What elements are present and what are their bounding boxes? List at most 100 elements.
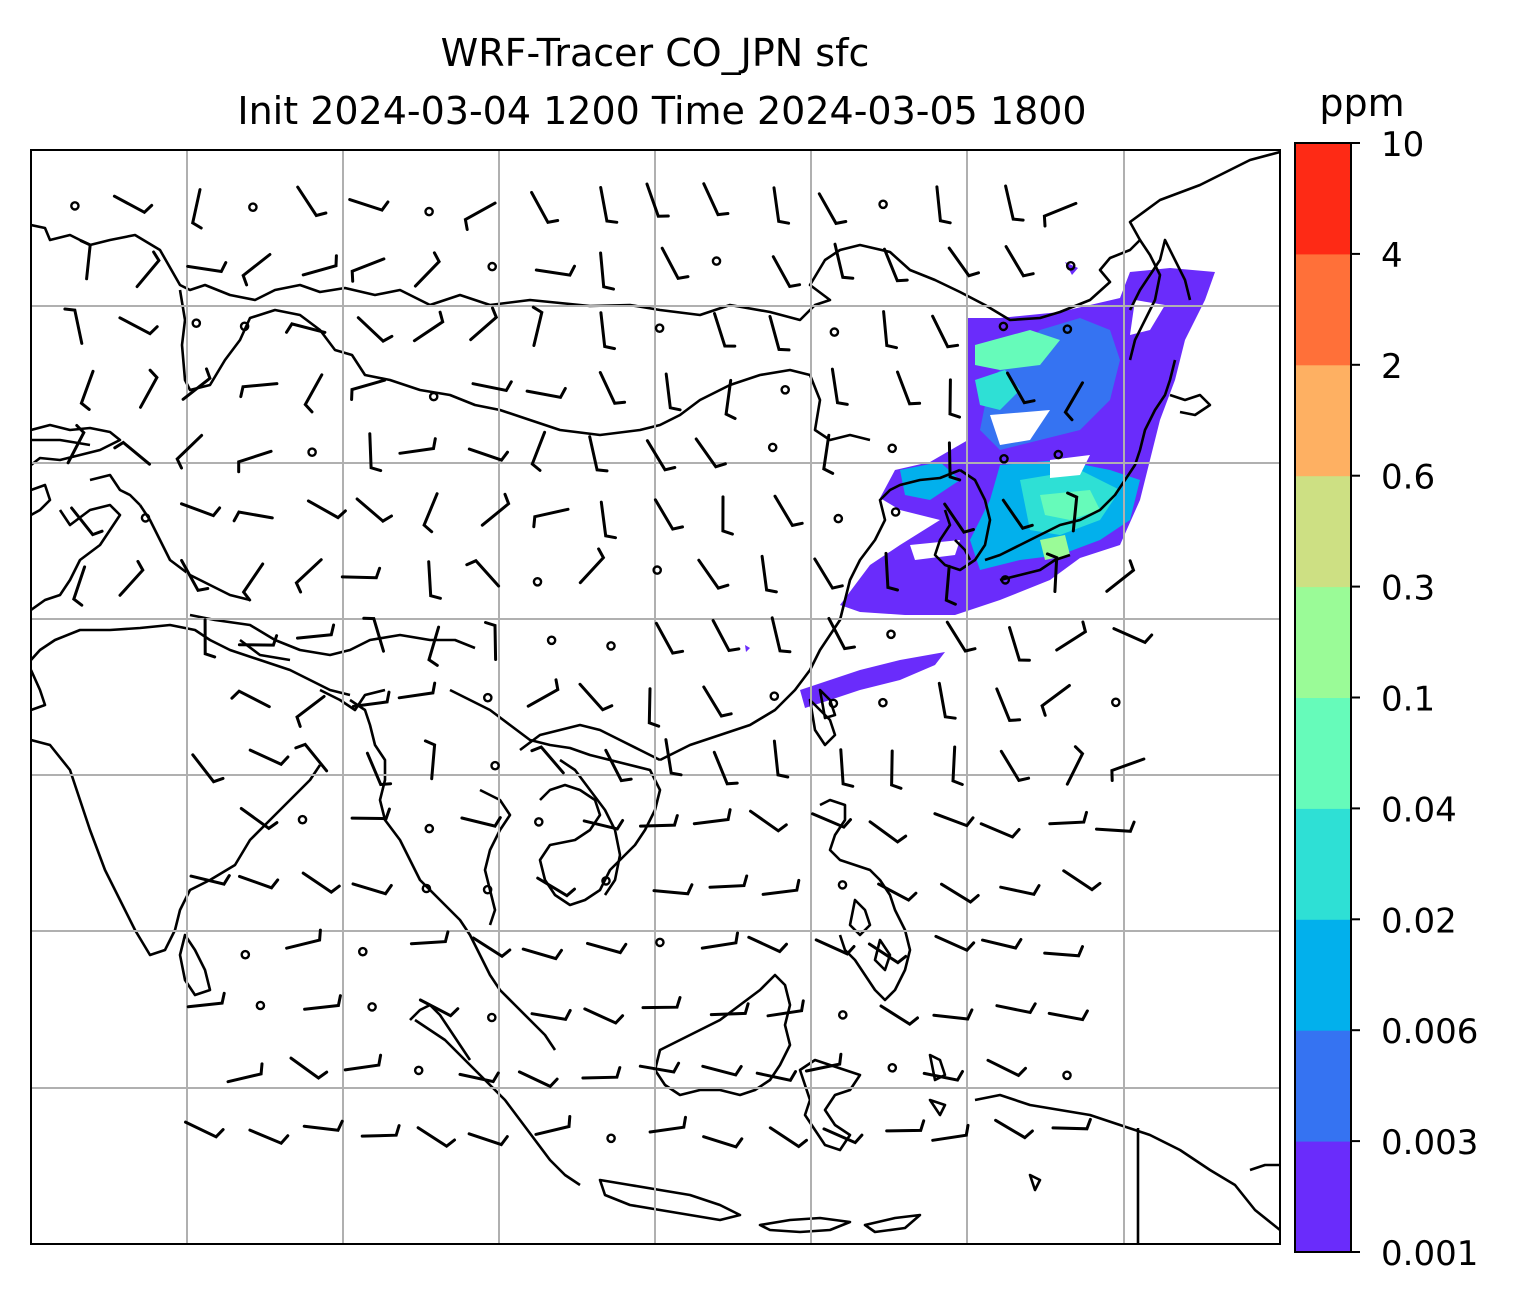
wind-barb (237, 449, 273, 474)
wind-barb (465, 558, 501, 588)
calm-wind-circle (769, 691, 780, 702)
wind-barb (463, 201, 497, 231)
wind-barb (135, 250, 161, 289)
calm-wind-circle (534, 817, 544, 827)
wind-barb (230, 689, 271, 709)
wind-barb (531, 305, 544, 347)
calm-wind-circle (428, 391, 439, 402)
wind-barb (471, 380, 513, 393)
wind-barb (1043, 945, 1084, 958)
calm-wind-circle (424, 823, 435, 834)
wind-barb (931, 1123, 970, 1142)
colorbar-band-5 (1295, 586, 1351, 698)
wind-barb (530, 745, 565, 775)
calm-wind-circle (532, 577, 543, 587)
calm-wind-circle (1062, 1070, 1072, 1081)
wind-barb (945, 620, 977, 653)
wind-barb (604, 748, 633, 783)
wind-barb (995, 1002, 1037, 1015)
wind-barb (1040, 684, 1071, 717)
wind-barb (994, 1118, 1034, 1140)
colorbar-tick-label: 2 (1381, 347, 1403, 387)
wind-barb (112, 194, 154, 215)
calm-wind-circle (1062, 324, 1073, 335)
wind-barb (702, 685, 733, 718)
wind-barb (368, 432, 383, 473)
map-frame (30, 149, 1281, 1245)
wind-barb (771, 255, 802, 289)
wind-barb (712, 750, 739, 786)
wind-barb (458, 1071, 500, 1084)
wind-barb (351, 690, 391, 708)
calm-wind-circle (999, 453, 1009, 464)
colorbar-tick-label: 0.3 (1381, 569, 1435, 609)
wind-barb (933, 812, 975, 828)
wind-barb (653, 498, 684, 531)
wind-barb (922, 1070, 964, 1082)
wind-barb (884, 551, 899, 592)
wind-barb (578, 547, 606, 585)
wind-barb (697, 558, 730, 590)
wind-barb (398, 437, 437, 455)
wind-barb (934, 934, 976, 953)
wind-barb (1006, 371, 1036, 405)
wind-barb (1065, 745, 1085, 786)
wind-barb (226, 1062, 264, 1084)
wind-barb (713, 312, 737, 348)
calm-wind-circle (1111, 697, 1121, 708)
calm-wind-circle (239, 321, 250, 332)
colorbar-band-2 (1295, 919, 1351, 1031)
wind-barb (484, 621, 498, 661)
wind-barb (526, 678, 560, 708)
wind-barb (306, 499, 347, 520)
colorbar-tick-label: 0.02 (1381, 901, 1457, 941)
map-panel (30, 149, 1281, 1245)
wind-barb (294, 558, 323, 594)
calm-wind-circle (837, 880, 848, 890)
wind-barb (701, 1064, 743, 1077)
wind-barb (113, 440, 151, 466)
wind-barb (423, 739, 437, 781)
wind-barb (303, 994, 342, 1011)
wind-barb (532, 507, 570, 529)
wind-barb (239, 382, 279, 399)
wind-barb (118, 559, 145, 597)
wind-barb (66, 424, 86, 465)
calm-wind-circle (367, 1002, 377, 1012)
wind-barb (534, 264, 576, 277)
wind-barb (645, 182, 670, 218)
wind-barb (181, 367, 212, 401)
wind-barb (817, 192, 848, 226)
calm-wind-circle (1053, 449, 1064, 460)
wind-barb (239, 807, 279, 831)
wind-barb (63, 307, 84, 345)
wind-barb (289, 1056, 329, 1080)
wind-barb (241, 253, 272, 287)
wind-barb (827, 616, 856, 651)
wind-barb (599, 186, 619, 224)
wind-barb (1105, 559, 1136, 593)
calm-wind-circle (70, 201, 80, 211)
wind-barb (639, 814, 679, 828)
wind-barb (692, 808, 732, 826)
wind-barb (981, 938, 1023, 950)
wind-barb (365, 751, 393, 787)
wind-barb (536, 876, 576, 898)
wind-barb (948, 378, 961, 419)
wind-barb (412, 310, 445, 343)
tracer-plume (745, 262, 1215, 708)
wind-barb (694, 437, 727, 469)
wind-barb (1004, 245, 1035, 278)
wind-barb (530, 430, 547, 472)
wind-barb (1051, 1117, 1092, 1131)
wind-barb (241, 562, 265, 602)
gridlines (31, 150, 1280, 1244)
wind-barb (302, 1119, 344, 1132)
wind-barb (1066, 491, 1079, 533)
calm-wind-circle (606, 1133, 616, 1144)
wind-barb (203, 618, 217, 659)
calm-wind-circle (482, 692, 493, 703)
wind-barb (248, 1128, 290, 1145)
wind-barb (999, 884, 1041, 896)
calm-wind-circle (546, 635, 557, 646)
